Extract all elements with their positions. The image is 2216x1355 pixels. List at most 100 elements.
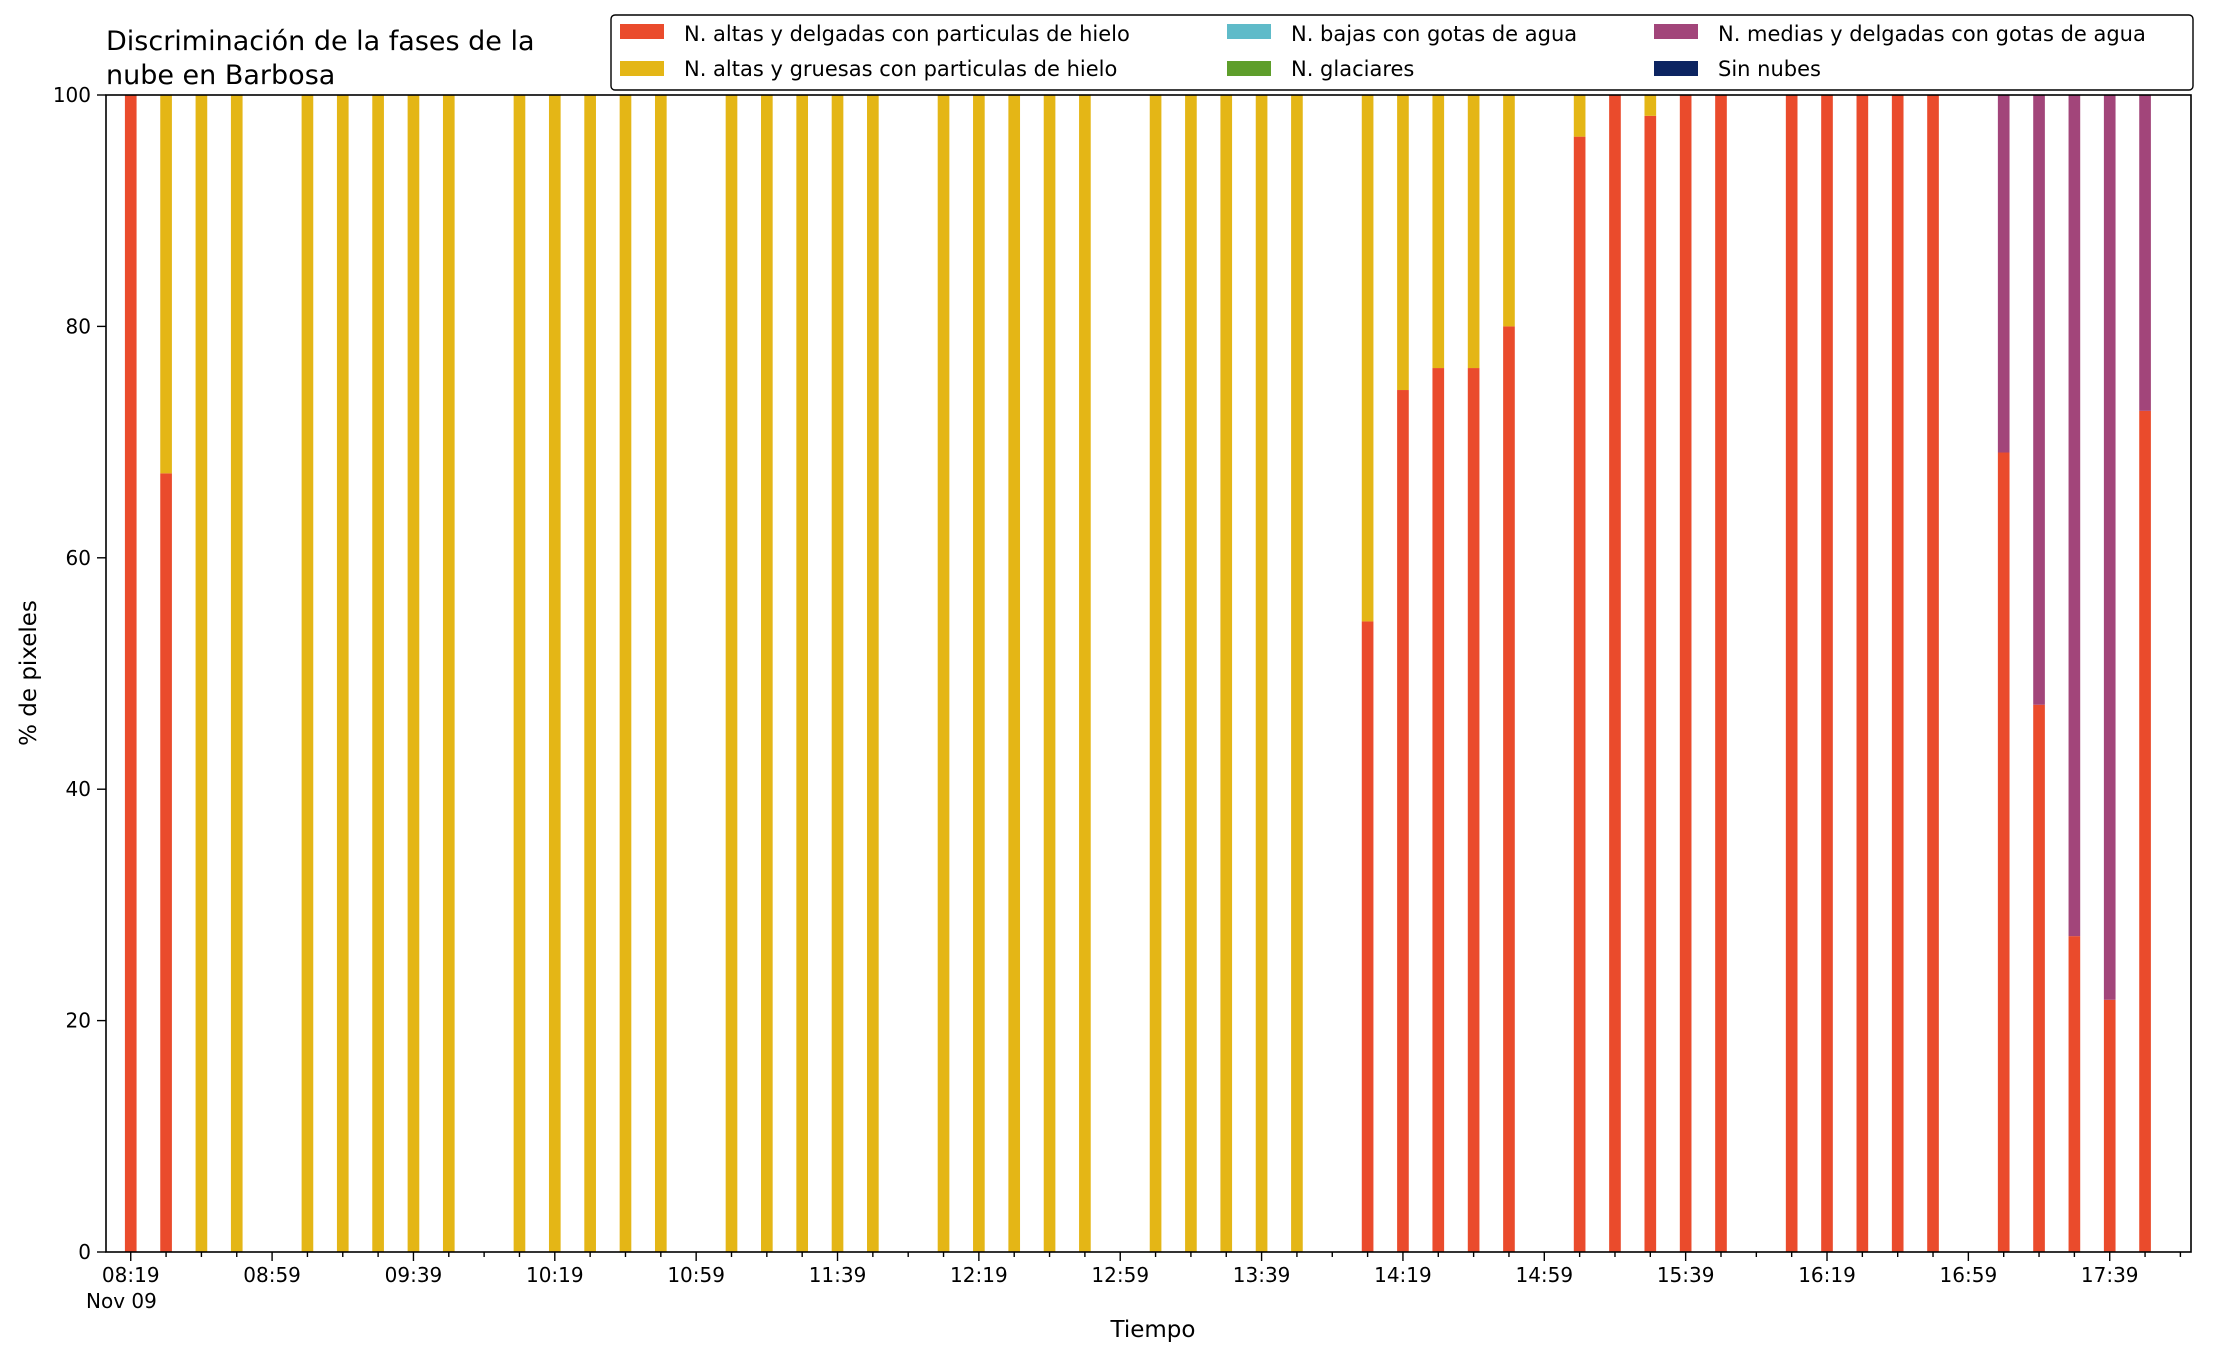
bar-0839-series-2 [195, 95, 208, 1252]
bar-1009-series-2 [513, 95, 526, 1252]
bar-1249-series-2 [1079, 95, 1091, 1252]
bar-1239-series-2 [1043, 95, 1056, 1252]
bar-1739-series-5 [2103, 95, 2116, 1000]
legend-label-5: N. medias y delgadas con gotas de agua [1718, 22, 2146, 46]
bar-0829-series-1 [160, 473, 172, 1253]
bar-1439-series-1 [1467, 368, 1480, 1252]
bar-0919-series-2 [336, 95, 349, 1252]
bar-1709-series-1 [1997, 452, 2010, 1252]
bar-1719-series-1 [2033, 704, 2045, 1252]
bar-1629-series-1 [1856, 95, 1869, 1252]
y-tick-label: 40 [66, 777, 91, 801]
ticks-layer: 08:19 08:59 09:39 10:19 10:59 11:39 12:19 12:59… [53, 83, 2182, 1287]
x-tick-label: 08:59 [243, 1263, 301, 1287]
bar-1529-series-2 [1644, 95, 1657, 116]
x-tick-label: 14:59 [1515, 1263, 1573, 1287]
legend-frame [610, 14, 2194, 91]
bar-1119-series-2 [761, 95, 773, 1252]
bar-1149-series-2 [867, 95, 879, 1252]
bar-0939-series-2 [407, 95, 420, 1252]
x-tick-label: 10:19 [526, 1263, 584, 1287]
bar-1329-series-2 [1220, 95, 1233, 1252]
bar-1729-series-1 [2068, 936, 2081, 1252]
legend-label-4: N. glaciares [1291, 57, 1414, 81]
x-tick-label: 13:39 [1233, 1263, 1291, 1287]
bar-1429-series-2 [1432, 95, 1445, 369]
bar-1039-series-2 [619, 95, 632, 1252]
x-tick-label: 10:59 [667, 1263, 725, 1287]
legend-swatch-1 [620, 24, 664, 39]
y-tick-label: 100 [53, 83, 91, 107]
legend-label-6: Sin nubes [1718, 57, 1821, 81]
y-tick-label: 20 [66, 1009, 91, 1033]
bar-1349-series-2 [1291, 95, 1303, 1252]
legend-swatch-4 [1227, 61, 1271, 76]
bar-1729-series-5 [2068, 95, 2081, 937]
x-tick-label: 12:59 [1091, 1263, 1149, 1287]
bar-1449-series-2 [1503, 95, 1515, 327]
bar-1539-series-1 [1679, 95, 1692, 1252]
legend-label-2: N. altas y gruesas con particulas de hie… [684, 57, 1117, 81]
x-tick-label: 14:19 [1374, 1263, 1432, 1287]
bar-1419-series-1 [1397, 390, 1409, 1252]
x-axis-title: Tiempo [1110, 1317, 1196, 1343]
bar-1339-series-2 [1255, 95, 1268, 1252]
x-tick-label: 11:39 [809, 1263, 867, 1287]
bar-1649-series-1 [1927, 95, 1939, 1252]
legend: N. altas y delgadas con particulas de hi… [610, 14, 2194, 91]
x-tick-label: 15:39 [1657, 1263, 1715, 1287]
y-tick-label: 0 [78, 1240, 91, 1264]
bar-1609-series-1 [1785, 95, 1798, 1252]
bar-0849-series-2 [230, 95, 243, 1252]
bar-1019-series-2 [548, 95, 561, 1252]
bar-0949-series-2 [442, 95, 455, 1252]
x-tick-label: 16:19 [1798, 1263, 1856, 1287]
bar-1209-series-2 [937, 95, 950, 1252]
legend-swatch-3 [1227, 24, 1271, 39]
x-date-label: Nov 09 [86, 1289, 157, 1313]
legend-swatch-2 [620, 61, 664, 76]
bar-1129-series-2 [796, 95, 809, 1252]
bar-1409-series-2 [1361, 95, 1374, 622]
legend-swatch-5 [1654, 24, 1698, 39]
bar-1749-series-5 [2139, 95, 2151, 411]
legend-swatch-6 [1654, 61, 1698, 76]
x-tick-label: 17:39 [2081, 1263, 2139, 1287]
bar-1509-series-2 [1573, 95, 1586, 137]
bar-1509-series-1 [1573, 136, 1586, 1252]
bar-1319-series-2 [1185, 95, 1197, 1252]
x-tick-label: 12:19 [950, 1263, 1008, 1287]
legend-label-1: N. altas y delgadas con particulas de hi… [684, 22, 1130, 46]
bar-1219-series-2 [973, 95, 985, 1252]
bars-layer [124, 95, 2151, 1253]
bar-0909-series-2 [301, 95, 314, 1252]
bar-0829-series-2 [160, 95, 172, 474]
bar-0929-series-2 [372, 95, 384, 1252]
bar-1139-series-2 [831, 95, 844, 1252]
bar-1409-series-1 [1361, 621, 1374, 1252]
bar-1529-series-1 [1644, 115, 1657, 1253]
bar-1749-series-1 [2139, 410, 2151, 1252]
bar-1029-series-2 [584, 95, 596, 1252]
bar-1229-series-2 [1008, 95, 1021, 1252]
bar-0819-series-1 [124, 95, 137, 1252]
bar-1549-series-1 [1715, 95, 1727, 1252]
y-axis-title: % de pixeles [16, 600, 42, 746]
bar-1519-series-1 [1609, 95, 1621, 1252]
bar-1309-series-2 [1149, 95, 1162, 1252]
bar-1439-series-2 [1467, 95, 1480, 369]
bar-1739-series-1 [2103, 999, 2116, 1252]
bar-1049-series-2 [654, 95, 667, 1252]
plot-area-frame [105, 94, 2192, 1253]
x-tick-label: 09:39 [385, 1263, 443, 1287]
x-tick-label: 16:59 [1940, 1263, 1998, 1287]
bar-1429-series-1 [1432, 368, 1445, 1252]
bar-1639-series-1 [1891, 95, 1904, 1252]
bar-1619-series-1 [1821, 95, 1833, 1252]
bar-1709-series-5 [1997, 95, 2010, 453]
chart-title-line-2: nube en Barbosa [106, 60, 335, 91]
bar-1419-series-2 [1397, 95, 1409, 391]
bar-1109-series-2 [725, 95, 738, 1252]
